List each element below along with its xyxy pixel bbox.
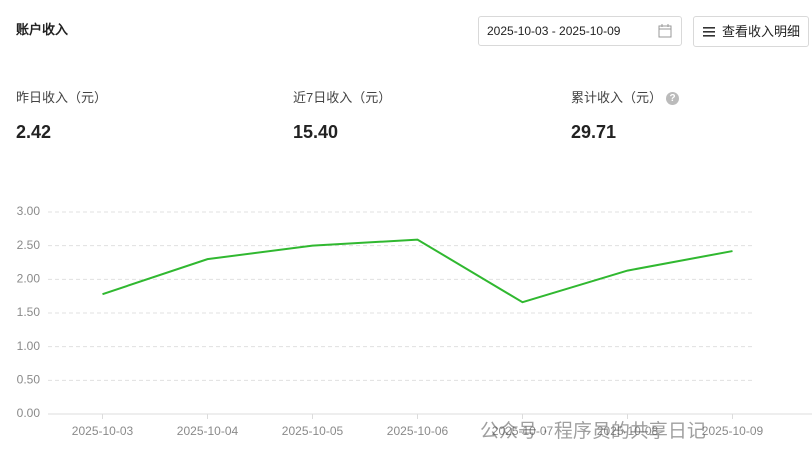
x-tick-label: 2025-10-09 [702, 424, 764, 438]
x-tick-label: 2025-10-08 [597, 424, 659, 438]
x-tick-label: 2025-10-07 [492, 424, 554, 438]
stat: 近7日收入（元） 15.40 [293, 87, 391, 143]
y-tick-label: 2.50 [17, 238, 41, 252]
x-tick-label: 2025-10-03 [72, 424, 134, 438]
stat-label: 昨日收入（元） [16, 90, 108, 105]
watermark: 公众号 · 程序员的共享日记 [480, 421, 706, 442]
stat: 昨日收入（元） 2.42 [16, 87, 107, 143]
calendar-icon [658, 24, 672, 38]
stat-value: 15.40 [293, 122, 339, 142]
y-tick-label: 1.00 [17, 339, 41, 353]
y-tick-label: 2.00 [17, 272, 41, 286]
y-tick-label: 1.50 [17, 305, 41, 319]
stat-value: 2.42 [16, 122, 52, 142]
stat-value: 29.71 [571, 122, 617, 142]
detail-button[interactable]: 查看收入明细 [693, 16, 809, 47]
y-tick-label: 0.50 [17, 373, 41, 387]
y-tick-label: 0.00 [17, 406, 41, 420]
date-range: 2025-10-03 - 2025-10-09 [487, 24, 621, 38]
x-tick-label: 2025-10-06 [387, 424, 449, 438]
y-tick-label: 3.00 [17, 204, 41, 218]
help-icon[interactable]: ? [666, 92, 680, 105]
x-tick-label: 2025-10-05 [282, 424, 344, 438]
x-tick-label: 2025-10-04 [177, 424, 239, 438]
stat-label-text: 累计收入（元） [571, 90, 663, 105]
stat-label: 累计收入（元）? [571, 87, 680, 106]
stat: 累计收入（元）? 29.71 [571, 87, 680, 143]
line [102, 238, 733, 304]
list-icon [703, 27, 715, 37]
date-range-picker[interactable]: 2025-10-03 - 2025-10-09 [478, 16, 682, 46]
page-title: 账户收入 [16, 22, 69, 37]
detail-button-label: 查看收入明细 [722, 24, 801, 39]
stat-label: 近7日收入（元） [293, 90, 392, 105]
